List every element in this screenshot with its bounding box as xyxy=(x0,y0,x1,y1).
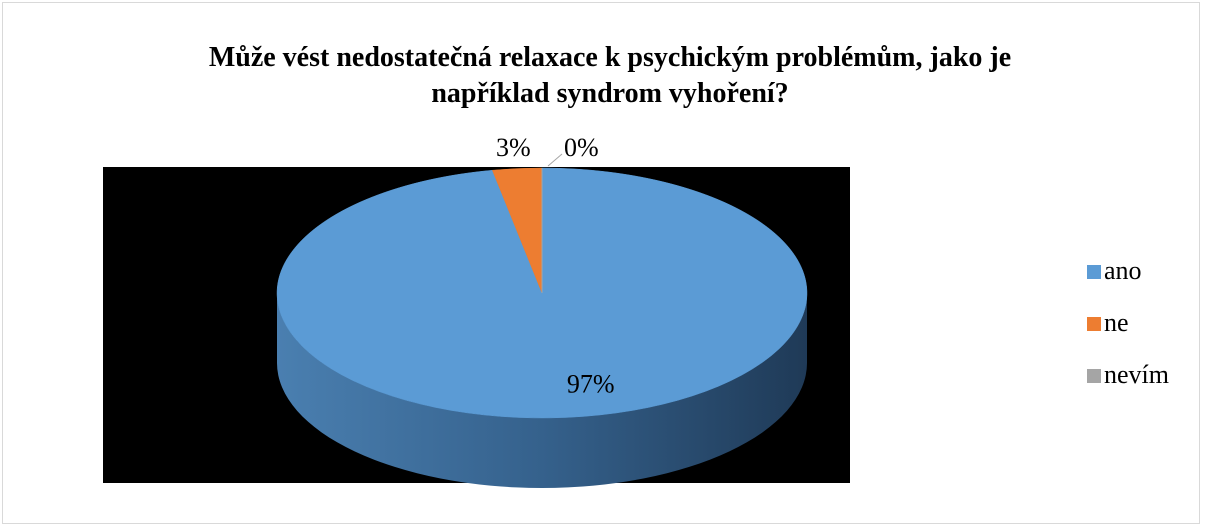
legend-label: ne xyxy=(1104,308,1129,337)
legend-swatch xyxy=(1087,265,1101,279)
data-label: 0% xyxy=(564,133,599,162)
pie-side xyxy=(277,293,807,488)
data-label: 3% xyxy=(496,133,531,162)
legend-swatch xyxy=(1087,369,1101,383)
leader-line xyxy=(547,153,563,167)
legend-swatch xyxy=(1087,317,1101,331)
legend-label: ano xyxy=(1104,256,1142,285)
chart-title: Může vést nedostatečná relaxace k psychi… xyxy=(208,42,1012,109)
data-label: 97% xyxy=(567,369,615,398)
legend-label: nevím xyxy=(1104,360,1169,389)
chart-border xyxy=(2,2,1200,524)
